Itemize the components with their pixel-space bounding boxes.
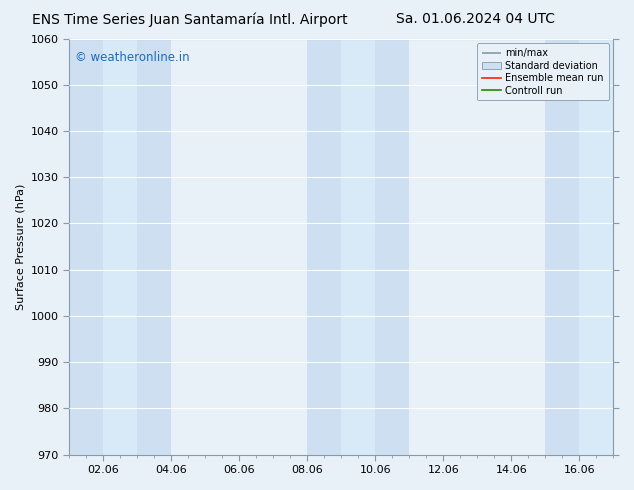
- Bar: [545, 39, 579, 455]
- Y-axis label: Surface Pressure (hPa): Surface Pressure (hPa): [15, 183, 25, 310]
- Text: ENS Time Series Juan Santamaría Intl. Airport: ENS Time Series Juan Santamaría Intl. Ai…: [32, 12, 348, 27]
- Bar: [579, 39, 614, 455]
- Text: Sa. 01.06.2024 04 UTC: Sa. 01.06.2024 04 UTC: [396, 12, 555, 26]
- Bar: [341, 39, 375, 455]
- Bar: [103, 39, 137, 455]
- Bar: [614, 39, 630, 455]
- Bar: [137, 39, 171, 455]
- Text: © weatheronline.in: © weatheronline.in: [75, 51, 189, 64]
- Bar: [69, 39, 103, 455]
- Legend: min/max, Standard deviation, Ensemble mean run, Controll run: min/max, Standard deviation, Ensemble me…: [477, 44, 609, 100]
- Bar: [307, 39, 341, 455]
- Bar: [375, 39, 410, 455]
